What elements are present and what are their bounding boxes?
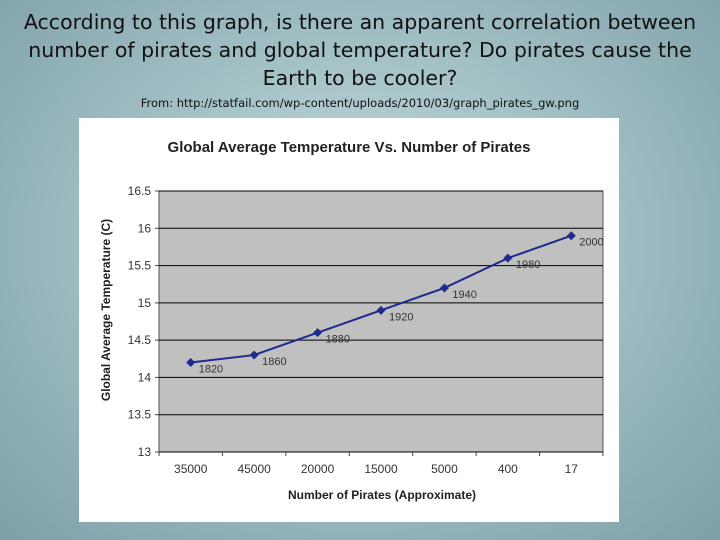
data-point-marker — [186, 358, 196, 368]
data-point-label: 2000 — [579, 237, 603, 249]
y-axis-ticks: 13 13.5 14 14.5 15 15.5 16 16.5 — [128, 184, 159, 459]
chart-title: Global Average Temperature Vs. Number of… — [168, 139, 531, 156]
x-tick-label: 35000 — [174, 462, 208, 476]
y-tick-label: 13 — [138, 445, 152, 459]
data-point-marker — [439, 283, 449, 293]
y-tick-label: 16.5 — [128, 184, 152, 198]
data-point-label: 1920 — [389, 311, 413, 323]
x-tick-label: 5000 — [431, 462, 458, 476]
y-tick-label: 13.5 — [128, 408, 152, 422]
gridlines — [159, 190, 603, 453]
x-axis-label: Number of Pirates (Approximate) — [288, 488, 476, 502]
data-point-label: 1980 — [516, 259, 540, 271]
y-tick-label: 15.5 — [128, 259, 152, 273]
series-temperature: 1820 1860 1880 1920 1940 1980 2000 — [186, 231, 604, 376]
x-tick-label: 20000 — [301, 462, 335, 476]
plot-area — [158, 190, 604, 453]
y-tick-label: 15 — [138, 296, 152, 310]
data-point-label: 1940 — [452, 289, 476, 301]
y-tick-label: 14 — [138, 370, 152, 384]
y-tick-label: 16 — [138, 221, 152, 235]
data-point-marker — [566, 231, 576, 241]
x-tick-label: 15000 — [364, 462, 398, 476]
y-axis-label: Global Average Temperature (C) — [99, 219, 113, 401]
chart-svg: Global Average Temperature Vs. Number of… — [99, 139, 604, 502]
x-tick-label: 17 — [565, 462, 579, 476]
x-tick-label: 400 — [498, 462, 518, 476]
data-point-marker — [249, 350, 259, 360]
chart: Global Average Temperature Vs. Number of… — [79, 118, 619, 522]
slide-title: According to this graph, is there an app… — [23, 10, 697, 90]
source-citation: From: http://statfail.com/wp-content/upl… — [140, 96, 580, 110]
data-point-label: 1880 — [326, 334, 350, 346]
data-point-marker — [503, 253, 513, 263]
y-tick-label: 14.5 — [128, 333, 152, 347]
data-point-label: 1820 — [199, 364, 223, 376]
x-tick-label: 45000 — [237, 462, 271, 476]
data-point-marker — [376, 305, 386, 315]
data-point-label: 1860 — [262, 356, 286, 368]
data-point-marker — [313, 328, 323, 338]
x-axis-ticks: 35000 45000 20000 15000 5000 400 17 — [158, 452, 604, 476]
